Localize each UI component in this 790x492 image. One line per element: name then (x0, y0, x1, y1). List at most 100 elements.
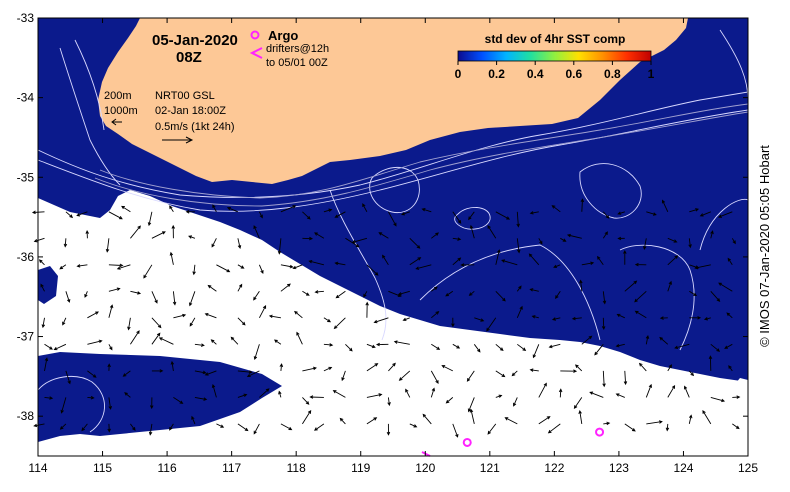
current-vector (314, 423, 325, 431)
colorbar-tick-label: 1 (648, 67, 655, 81)
current-vector (366, 363, 379, 372)
current-vector (59, 423, 67, 430)
current-vector (148, 423, 153, 436)
current-vector (188, 235, 196, 239)
current-vector (674, 343, 690, 350)
current-vector (710, 396, 726, 403)
current-vector (688, 370, 695, 377)
argo-float-markers (462, 427, 605, 447)
current-vector (108, 211, 123, 220)
current-vector (323, 208, 333, 213)
current-vector (473, 344, 481, 353)
current-vector (487, 423, 497, 435)
plot-frame (37, 17, 749, 457)
current-vector (171, 224, 175, 239)
current-vector (108, 344, 113, 351)
vector-scale-arrow (162, 136, 194, 144)
current-vector (41, 317, 46, 329)
current-vector (517, 343, 527, 351)
current-vector (386, 423, 391, 436)
current-vector (667, 255, 679, 266)
current-vector (44, 357, 49, 371)
current-vector (452, 211, 462, 224)
current-vector (421, 208, 432, 213)
current-vector (566, 233, 582, 239)
current-vector (547, 423, 561, 434)
current-vector (513, 397, 518, 407)
current-vector (253, 225, 260, 239)
current-vector (130, 290, 142, 295)
current-vector (415, 264, 432, 270)
current-vector (65, 291, 71, 303)
drifter-track (421, 451, 431, 457)
current-vector (259, 388, 270, 398)
current-vector (601, 317, 606, 330)
current-vector (323, 366, 333, 372)
current-vector (211, 383, 217, 398)
current-vector (409, 257, 422, 266)
current-vector (302, 236, 314, 241)
current-vector (65, 211, 74, 219)
current-vector (486, 317, 497, 332)
x-tick-label: 124 (673, 461, 693, 475)
current-vector (495, 211, 511, 220)
current-vector (170, 360, 175, 371)
current-vector (230, 336, 239, 345)
current-vector (38, 259, 45, 266)
current-vector (466, 370, 475, 382)
current-vector (667, 364, 673, 372)
map-date: 05-Jan-2020 (152, 32, 238, 49)
current-vector (237, 264, 245, 269)
current-vector (366, 417, 378, 425)
cloud-cover-east (735, 378, 748, 392)
current-vector (529, 368, 539, 372)
x-tick-label: 115 (93, 461, 112, 475)
current-vector (431, 343, 441, 350)
current-vector (665, 423, 670, 432)
current-vector (87, 395, 95, 400)
current-vector (708, 355, 713, 371)
current-vector (467, 397, 475, 413)
current-vector (452, 423, 459, 438)
current-vector (397, 290, 410, 296)
map-time: 08Z (176, 49, 202, 66)
current-vector (689, 316, 702, 320)
current-vector (616, 313, 625, 319)
current-vector (487, 225, 497, 239)
current-vector (314, 232, 325, 239)
current-vector (555, 291, 561, 300)
current-vector (40, 283, 45, 292)
current-vector (121, 205, 131, 213)
current-vector (188, 291, 196, 307)
current-vector (84, 291, 88, 298)
current-vector (495, 249, 501, 265)
current-vector (143, 264, 153, 279)
current-vector (495, 343, 504, 352)
current-vector (192, 264, 196, 276)
x-tick-label: 121 (480, 461, 500, 475)
current-vector (204, 312, 217, 319)
colorbar-ticks: 0 0.2 0.4 0.6 0.8 1 (455, 61, 655, 81)
current-vector (580, 198, 585, 212)
current-vector (642, 238, 647, 250)
current-vector (268, 314, 281, 319)
current-vector (528, 253, 540, 266)
current-vector (211, 238, 217, 248)
current-vector (210, 339, 217, 345)
current-vector (511, 370, 518, 377)
current-vector (308, 259, 325, 266)
current-vector (516, 211, 520, 228)
current-vector (33, 237, 45, 243)
current-vector (87, 370, 97, 378)
current-vector (646, 211, 657, 216)
current-vector (44, 343, 53, 350)
current-vector (335, 290, 346, 299)
current-vector (683, 385, 690, 398)
current-vector (504, 417, 518, 425)
current-vector (237, 283, 243, 292)
current-vector (237, 238, 242, 249)
current-vector (558, 388, 563, 398)
current-vector (169, 205, 174, 213)
current-vector (615, 343, 625, 348)
current-vector (710, 230, 714, 239)
